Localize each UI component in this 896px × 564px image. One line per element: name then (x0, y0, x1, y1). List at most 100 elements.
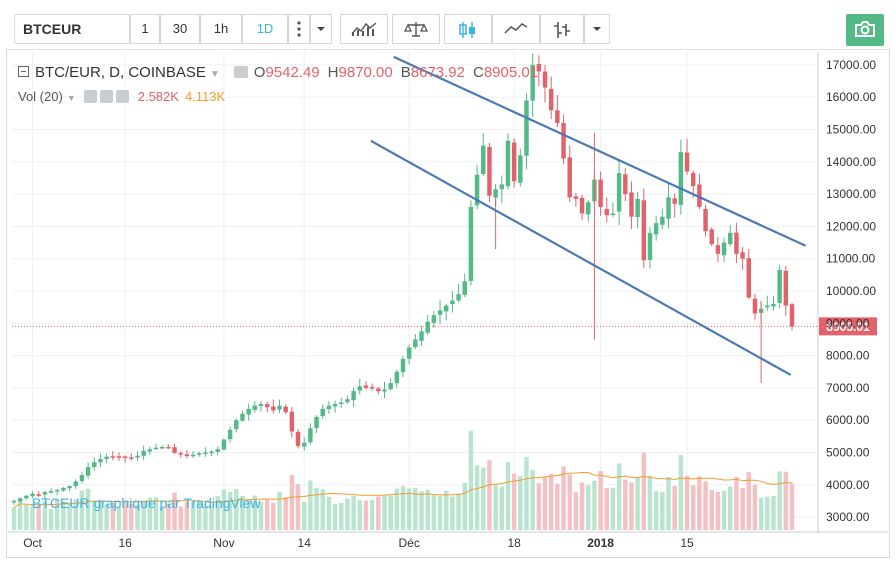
volume-settings-icon[interactable] (99, 90, 113, 103)
collapse-legend-icon[interactable] (18, 66, 29, 77)
candle-body (246, 408, 251, 415)
volume-bar (258, 501, 264, 530)
candle-body (740, 252, 745, 259)
volume-caret-icon[interactable]: ▼ (66, 93, 76, 103)
volume-bar (678, 455, 684, 530)
legend-caret-icon[interactable]: ▼ (209, 69, 220, 80)
candle-body (283, 406, 288, 413)
volume-bar (79, 490, 85, 530)
volume-bar (178, 506, 183, 530)
open-label: O (253, 64, 266, 81)
compare-scale-icon[interactable] (392, 14, 440, 44)
candle-body (382, 389, 387, 392)
volume-close-icon[interactable] (115, 90, 129, 103)
volume-bar (579, 482, 585, 530)
interval-1h-button[interactable]: 1h (200, 14, 242, 44)
volume-bar (147, 497, 153, 530)
time-tick-label: Nov (213, 536, 234, 550)
candle-body (98, 458, 103, 463)
volume-bar (709, 489, 714, 530)
legend-title: BTC/EUR, D, COINBASE (35, 64, 206, 81)
bars-chart-type-icon[interactable] (540, 14, 584, 44)
chart-frame (6, 50, 890, 558)
volume-bar (450, 496, 455, 530)
candle-body (734, 232, 739, 254)
candle-body (666, 197, 671, 219)
candle-body (79, 475, 85, 482)
candle-body (67, 486, 72, 489)
volume-bar (166, 503, 171, 530)
volume-bar (332, 503, 338, 530)
price-tick-label: 12000.00 (826, 219, 876, 233)
volume-bar (573, 492, 579, 530)
volume-bar (129, 504, 134, 530)
volume-bar (215, 496, 220, 530)
volume-bar (703, 481, 708, 530)
candle-body (129, 457, 134, 459)
symbol-search-input[interactable]: BTCEUR (14, 14, 130, 44)
tradingview-watermark[interactable]: BTCEUR graphique par TradingView (32, 495, 261, 511)
candle-body (369, 387, 375, 389)
candle-body (419, 331, 424, 341)
candle-body (357, 386, 363, 391)
candle-body (499, 184, 505, 190)
candle-body (771, 303, 776, 307)
candle-body (425, 321, 430, 333)
candle-body (579, 197, 585, 214)
candle-body (314, 416, 319, 429)
interval-1d-button[interactable]: 1D (242, 14, 288, 44)
volume-eye-icon[interactable] (83, 90, 97, 103)
candle-body (388, 383, 393, 390)
volume-bar (252, 495, 258, 530)
candle-body (629, 192, 634, 217)
volume-bar (197, 500, 202, 530)
volume-bar (715, 492, 721, 530)
candle-body (783, 270, 789, 306)
interval-dropdown-chevron-icon[interactable] (310, 14, 332, 44)
candle-body (604, 208, 609, 216)
visibility-eye-icon[interactable] (233, 66, 248, 78)
snapshot-camera-icon[interactable] (846, 14, 884, 46)
interval-1-button[interactable]: 1 (130, 14, 160, 44)
volume-bar (586, 485, 591, 530)
candle-body (289, 411, 295, 432)
volume-bar (30, 505, 35, 530)
volume-bar (92, 500, 97, 530)
price-tick-label: 16000.00 (826, 90, 876, 104)
volume-ma-value: 4.113K (184, 89, 226, 104)
area-chart-type-icon[interactable] (492, 14, 540, 44)
last-price-badge (819, 317, 877, 336)
price-tick-label: 13000.00 (826, 187, 876, 201)
candles-chart-type-icon[interactable] (444, 14, 492, 44)
volume-bar (67, 503, 72, 530)
candle-body (345, 399, 350, 403)
candle-body (709, 229, 714, 245)
volume-bar (493, 484, 498, 530)
volume-bar (24, 505, 29, 530)
volume-bar (382, 495, 387, 530)
close-value: 8905.01 (483, 64, 539, 81)
candle-body (524, 100, 529, 156)
indicators-icon[interactable] (340, 14, 388, 44)
volume-bar (641, 452, 647, 530)
volume-bar (672, 486, 677, 530)
interval-30-button[interactable]: 30 (160, 14, 200, 44)
candle-body (715, 245, 721, 254)
candle-body (234, 420, 239, 430)
volume-bar (369, 499, 375, 530)
high-label: H (327, 64, 339, 81)
candle-body (30, 493, 35, 497)
candle-body (54, 489, 60, 492)
more-intervals-dots-icon[interactable] (288, 14, 310, 44)
chart-type-dropdown-chevron-icon[interactable] (584, 14, 610, 44)
price-tick-label: 17000.00 (826, 58, 876, 72)
candle-body (42, 492, 48, 495)
time-tick-label: 18 (507, 536, 521, 550)
candle-body (295, 431, 301, 447)
volume-bar (190, 502, 196, 530)
candle-body (24, 495, 29, 499)
channel-upper-trendline (393, 55, 807, 247)
candle-body (555, 110, 560, 124)
volume-bar (283, 497, 288, 530)
